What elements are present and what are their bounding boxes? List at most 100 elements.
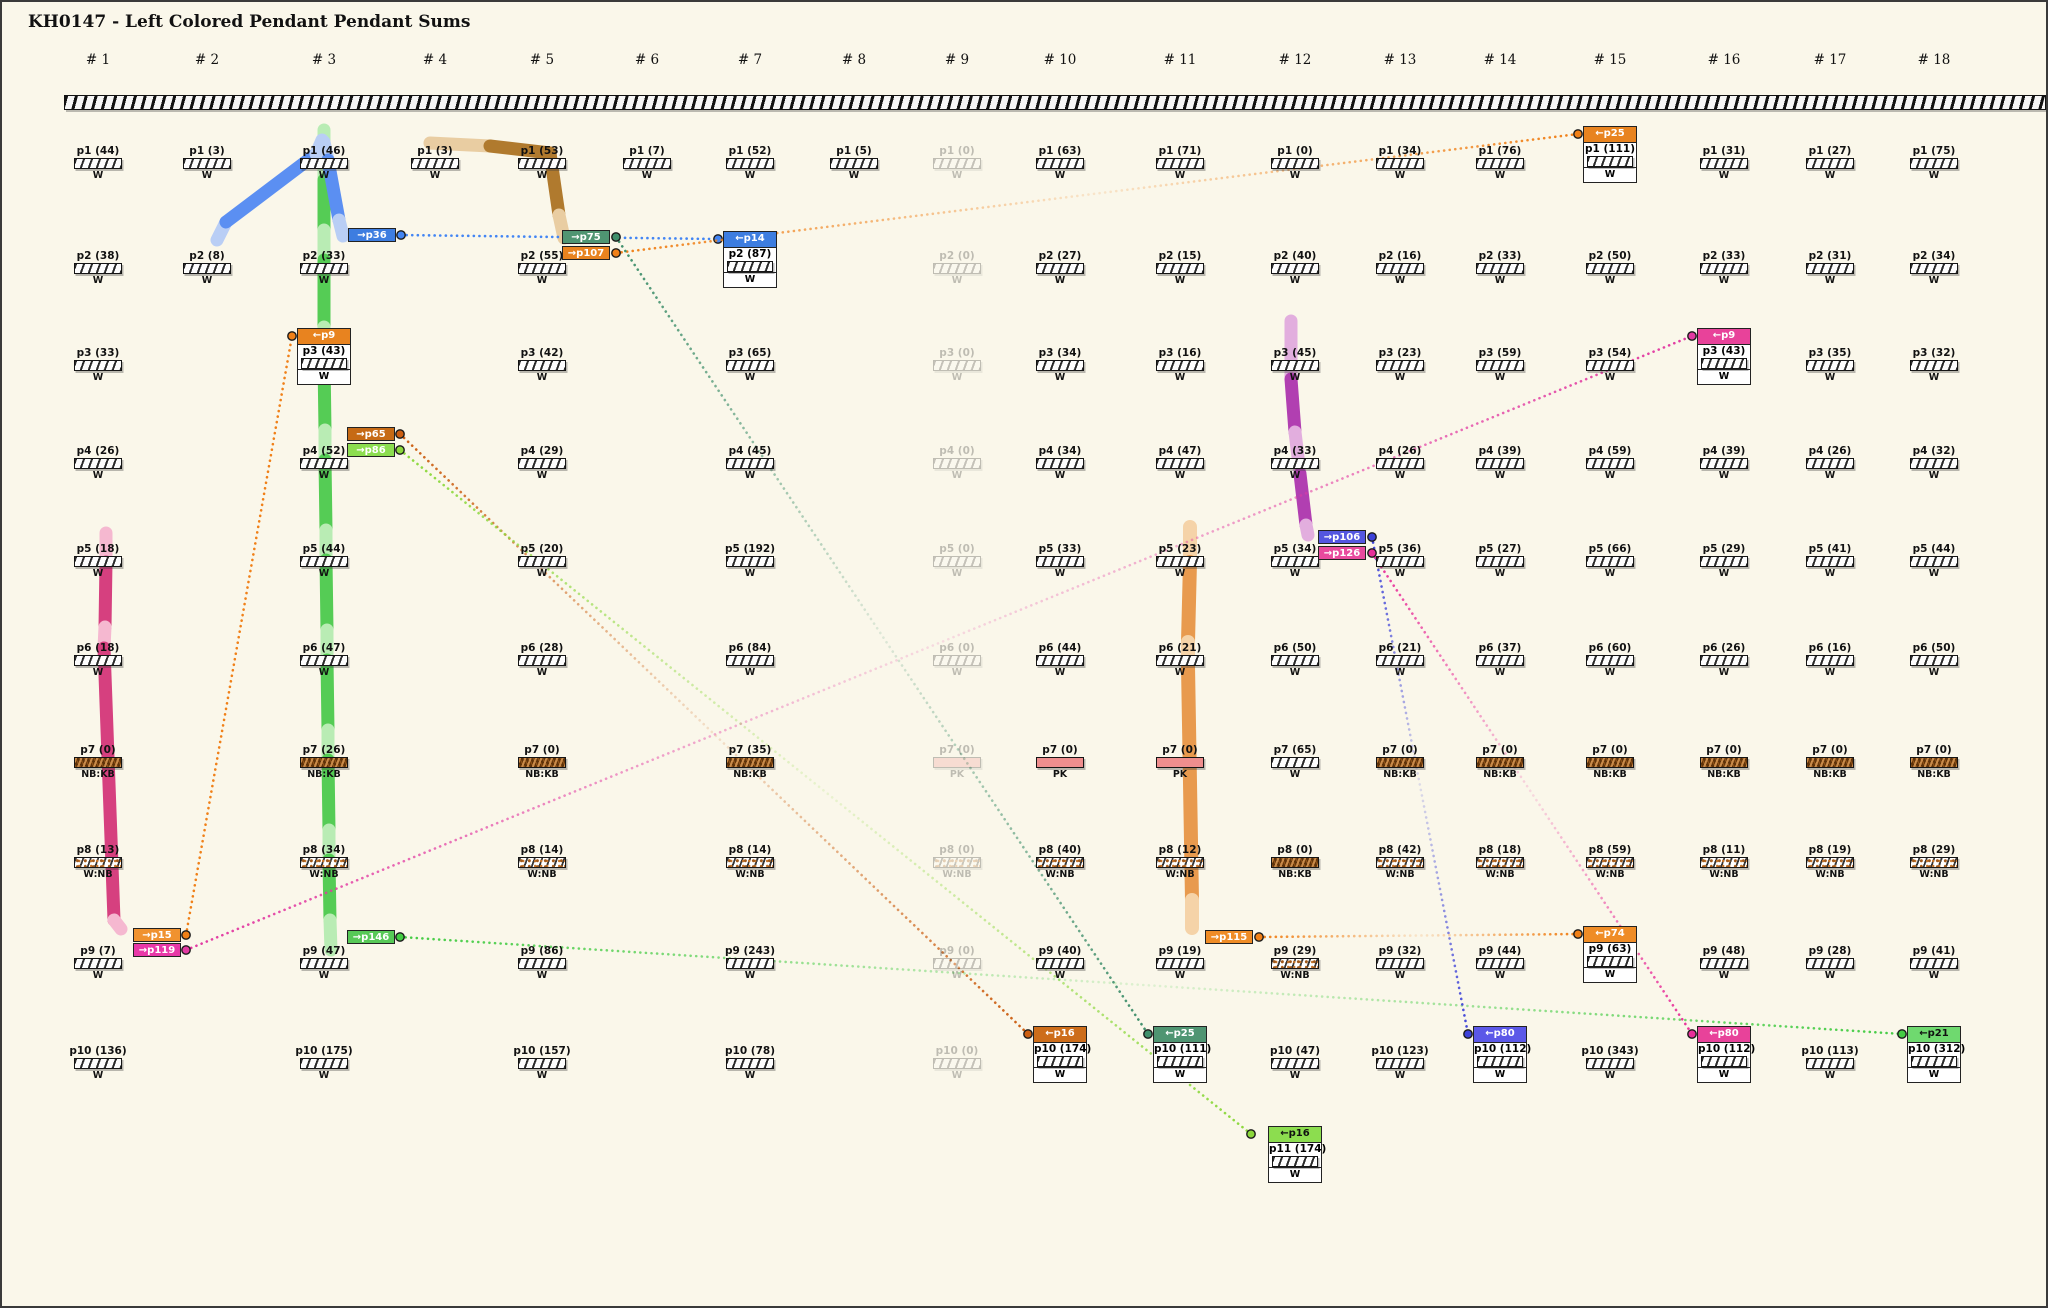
pendant-cord-bar <box>726 958 774 969</box>
cell-c18-p7: p7 (0) NB:KB <box>1886 744 1982 781</box>
pendant-label: p7 (35) <box>728 744 772 756</box>
color-code-label: W <box>536 970 548 981</box>
pendant-cord-bar <box>1586 458 1634 469</box>
pendant-label: p7 (0) <box>524 744 560 756</box>
pendant-label: p8 (18) <box>1478 844 1522 856</box>
color-code-label: W <box>1054 970 1066 981</box>
color-code-label: W <box>1824 667 1836 678</box>
cell-c12-p8: p8 (0) NB:KB <box>1247 844 1343 881</box>
color-code-label: W <box>951 1070 963 1081</box>
cell-c5-p9: p9 (86) W <box>494 945 590 982</box>
pendant-cord-bar <box>518 1058 566 1069</box>
color-code-label: W:NB <box>735 869 765 880</box>
color-code-label: W <box>1824 170 1836 181</box>
color-code-label: W <box>1054 470 1066 481</box>
pendant-label: p4 (33) <box>1273 445 1317 457</box>
pendant-label: p6 (28) <box>520 642 564 654</box>
link-endpoint-p9-p15-0 <box>181 930 191 940</box>
cell-c5-p2: p2 (55) W <box>494 250 590 287</box>
pendant-cord-bar <box>411 158 459 169</box>
pendant-cord-bar <box>933 158 981 169</box>
pendant-label: p1 (52) <box>728 145 772 157</box>
color-code-label: W <box>1494 667 1506 678</box>
color-code-label: W <box>1289 372 1301 383</box>
color-code-label: W <box>1054 568 1066 579</box>
color-code-label: W <box>1394 372 1406 383</box>
pendant-cord-bar <box>1806 655 1854 666</box>
primary-cord-bar <box>64 95 2046 110</box>
color-code-label: W <box>1824 970 1836 981</box>
pendant-label: p4 (59) <box>1588 445 1632 457</box>
cell-c9-p1: p1 (0) W <box>909 145 1005 182</box>
pendant-cord-bar <box>300 458 348 469</box>
incoming-sum-tag-from-p25: ←p25 <box>1154 1027 1206 1043</box>
color-code-label: W <box>951 275 963 286</box>
color-code-label: W <box>1494 275 1506 286</box>
pendant-label: p5 (0) <box>939 543 975 555</box>
color-code-label: W:NB <box>309 869 339 880</box>
cell-c14-p5: p5 (27) W <box>1452 543 1548 580</box>
pendant-label: p1 (46) <box>302 145 346 157</box>
color-code-label: W <box>1928 667 1940 678</box>
color-code-label: W <box>92 275 104 286</box>
color-code-label: W <box>318 275 330 286</box>
cell-c15-p3: p3 (54) W <box>1562 347 1658 384</box>
cell-c16-p2: p2 (33) W <box>1676 250 1772 287</box>
cell-c14-p10-boxed: ←p80 p10 (112) W <box>1473 1026 1531 1083</box>
color-code-label: W <box>536 568 548 579</box>
color-code-label: W <box>951 568 963 579</box>
color-code-label: W <box>1394 1070 1406 1081</box>
color-code-label: NB:KB <box>1813 769 1847 780</box>
pendant-label: p10 (312) <box>1908 1043 1966 1055</box>
pendant-cord-bar <box>1477 1056 1523 1067</box>
color-code-label: W <box>536 667 548 678</box>
pendant-label: p6 (21) <box>1158 642 1202 654</box>
color-code-label: NB:KB <box>1593 769 1627 780</box>
cell-c10-p2: p2 (27) W <box>1012 250 1108 287</box>
cell-c11-p5: p5 (23) W <box>1132 543 1228 580</box>
column-header-3: # 3 <box>311 52 337 68</box>
color-code-label: W:NB <box>942 869 972 880</box>
pendant-cord-bar <box>726 458 774 469</box>
pendant-label: p5 (18) <box>76 543 120 555</box>
color-code-label: W <box>1718 275 1730 286</box>
cell-c11-p1: p1 (71) W <box>1132 145 1228 182</box>
incoming-sum-tag-from-p80: ←p80 <box>1474 1027 1526 1043</box>
cell-c13-p10: p10 (123) W <box>1352 1045 1448 1082</box>
cell-c12-p1: p1 (0) W <box>1247 145 1343 182</box>
pendant-cord-bar <box>74 1058 122 1069</box>
pendant-cord-bar <box>933 757 981 768</box>
cell-c10-p8: p8 (40) W:NB <box>1012 844 1108 881</box>
cell-c17-p10: p10 (113) W <box>1782 1045 1878 1082</box>
pendant-cord-bar <box>1910 655 1958 666</box>
pendant-cord-bar <box>1586 757 1634 768</box>
pendant-cord-bar <box>726 1058 774 1069</box>
cell-c15-p7: p7 (0) NB:KB <box>1562 744 1658 781</box>
pendant-cord-bar <box>1476 263 1524 274</box>
pendant-cord-bar <box>1156 655 1204 666</box>
color-code-label: W <box>1289 170 1301 181</box>
cell-c3-p4: p4 (52) W <box>276 445 372 482</box>
pendant-label: p6 (84) <box>728 642 772 654</box>
pendant-label: p4 (52) <box>302 445 346 457</box>
color-code-label: W <box>1289 470 1301 481</box>
pendant-cord-bar <box>933 857 981 868</box>
color-code-label: W <box>1269 1167 1321 1182</box>
pendant-label: p1 (76) <box>1478 145 1522 157</box>
color-code-label: W <box>1174 470 1186 481</box>
color-code-label: W <box>1394 568 1406 579</box>
pendant-cord-bar <box>300 1058 348 1069</box>
cell-c17-p4: p4 (26) W <box>1782 445 1878 482</box>
pendant-cord-bar <box>1156 958 1204 969</box>
color-code-label: W <box>1604 275 1616 286</box>
incoming-sum-tag-from-p16: ←p16 <box>1269 1127 1321 1143</box>
pendant-label: p4 (45) <box>728 445 772 457</box>
pendant-cord-bar <box>830 158 878 169</box>
cell-c14-p2: p2 (33) W <box>1452 250 1548 287</box>
cell-c14-p8: p8 (18) W:NB <box>1452 844 1548 881</box>
pendant-label: p2 (33) <box>1702 250 1746 262</box>
cell-c7-p9: p9 (243) W <box>702 945 798 982</box>
cell-c12-p6: p6 (50) W <box>1247 642 1343 679</box>
cell-c11-p7: p7 (0) PK <box>1132 744 1228 781</box>
